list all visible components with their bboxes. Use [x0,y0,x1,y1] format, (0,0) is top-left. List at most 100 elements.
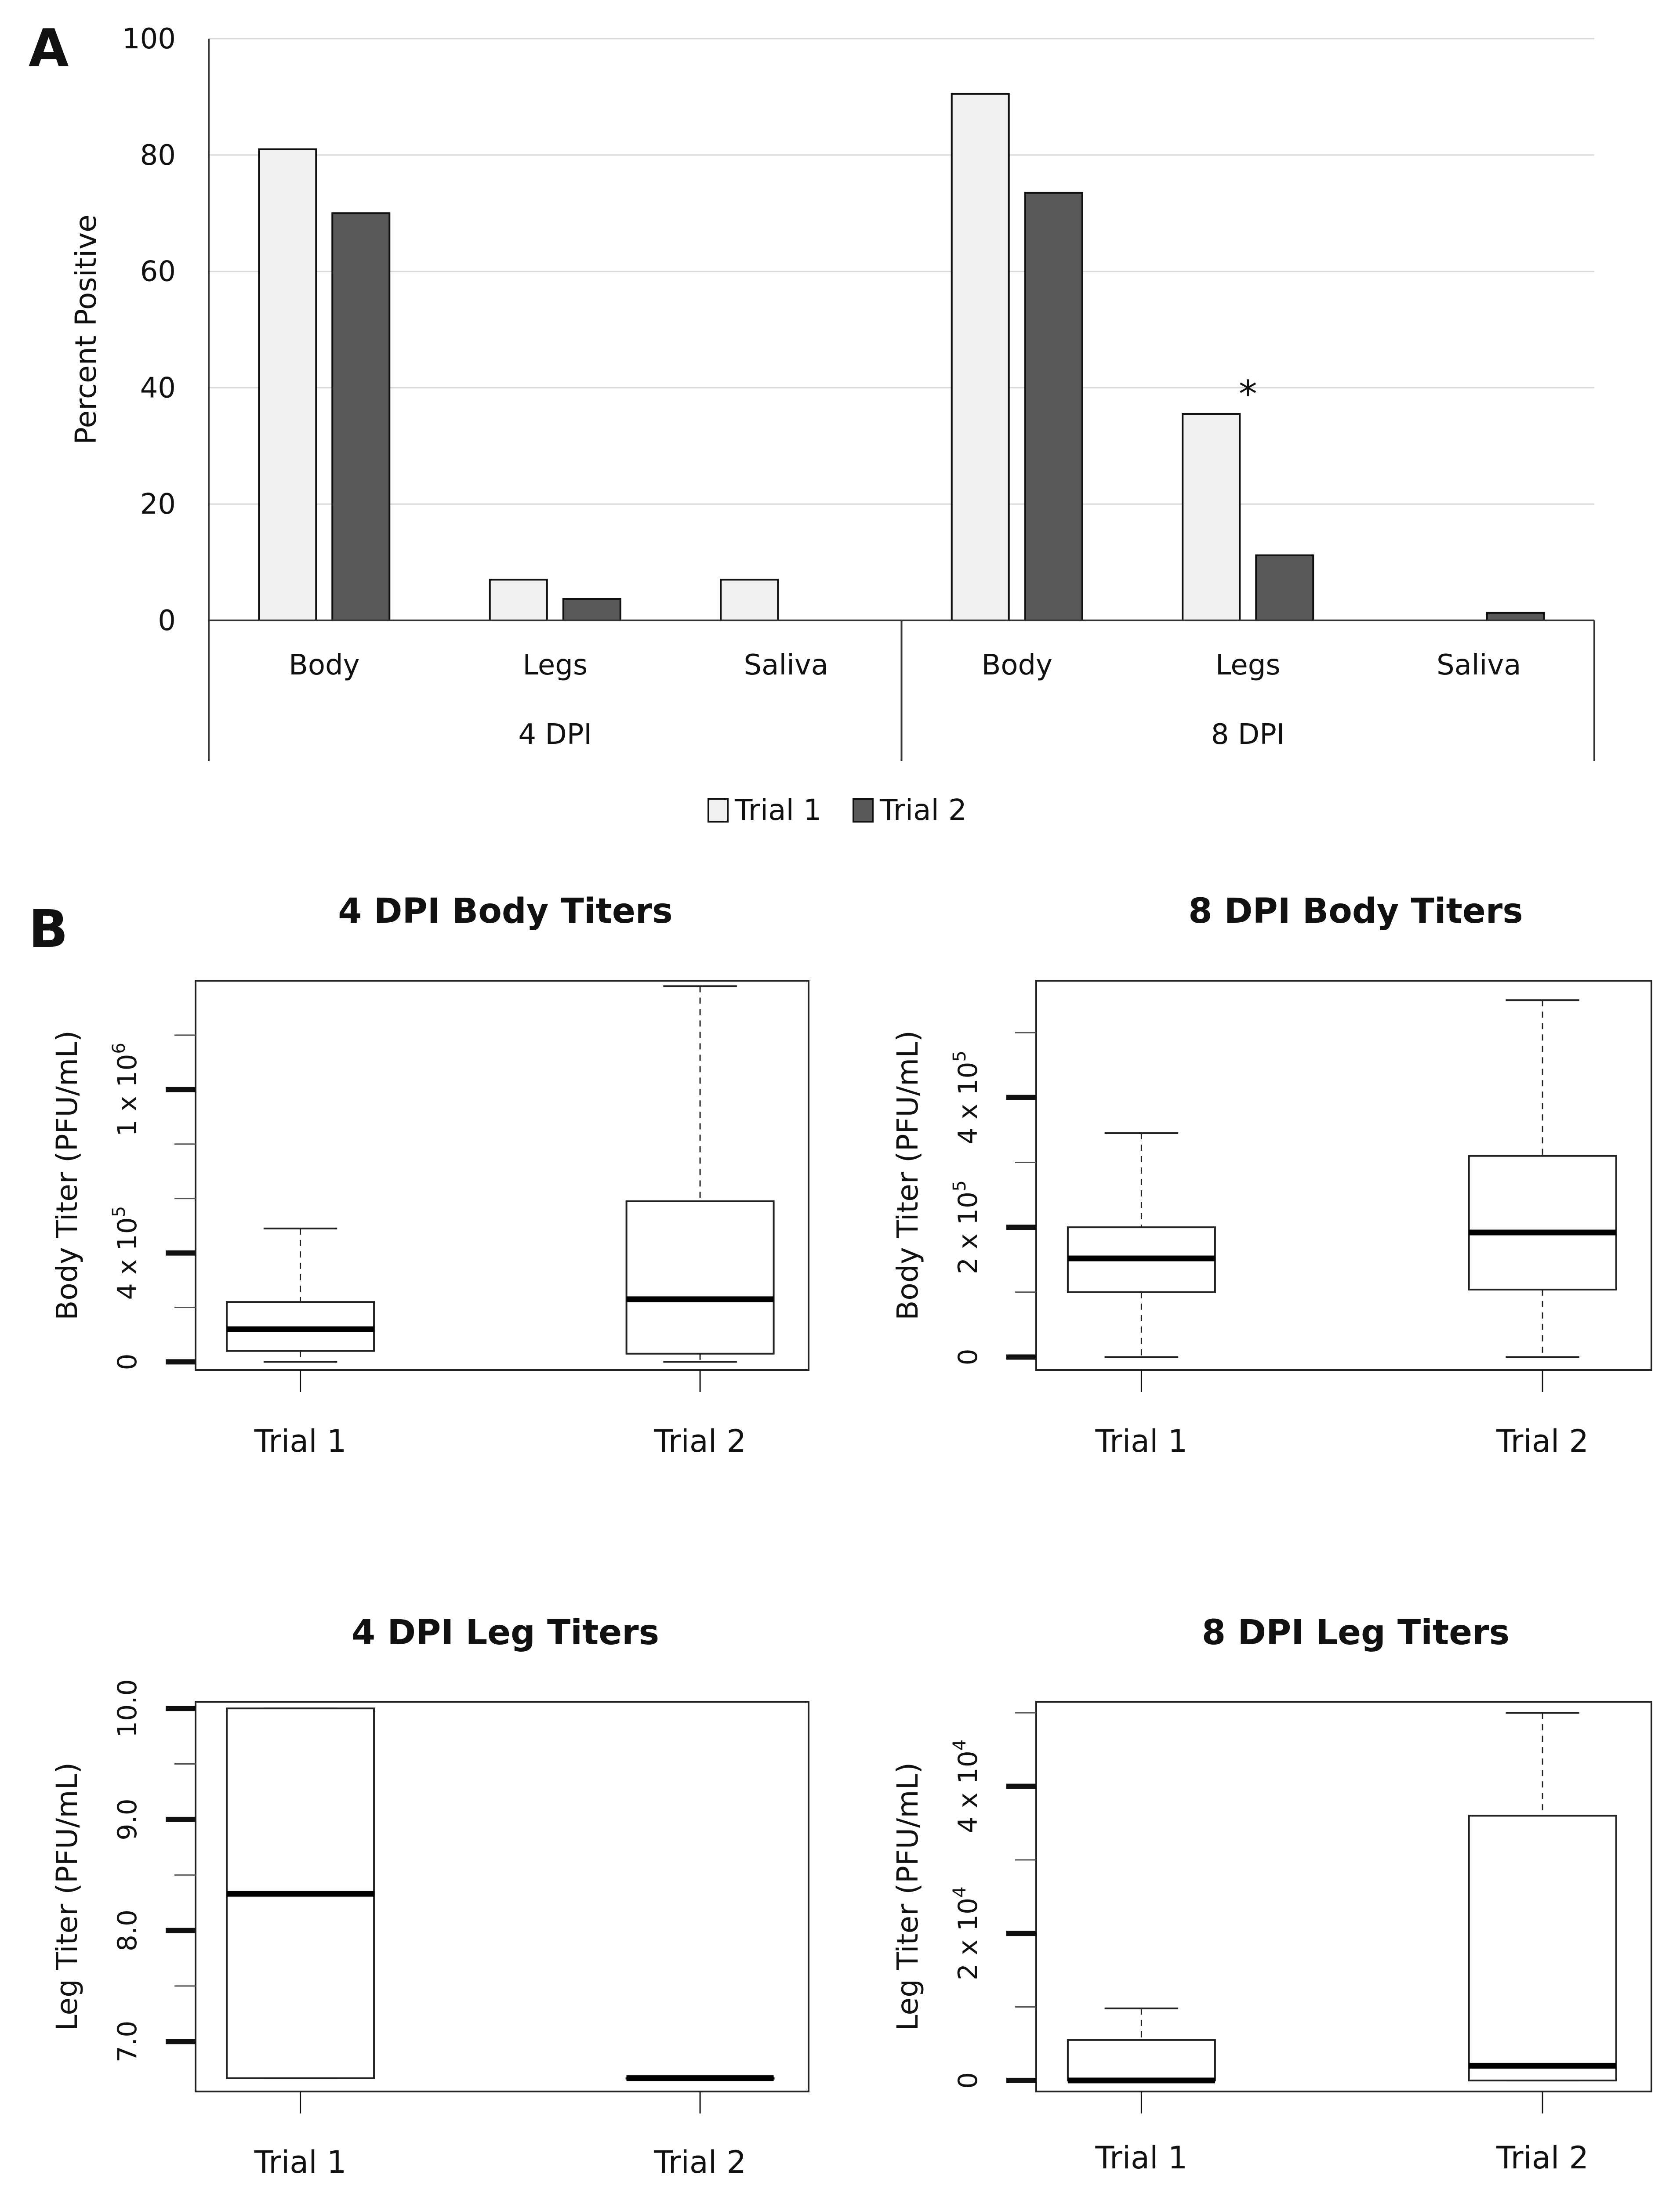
category-label: Saliva [744,649,829,681]
box-trial-1 [226,1227,375,1363]
y-tick-label: 7.0 [112,2021,143,2063]
tick-label-base: 4 x 10 [112,1217,143,1300]
bar-trial-1 [489,579,548,621]
significance-marker: * [1239,373,1257,416]
y-tick-label: 4 x 104 [950,1740,983,1834]
tick-label-base: 2 x 10 [953,1192,983,1274]
bar-trial-1 [258,148,317,621]
panel-a-labels: 0 20 40 60 80 100 Percent Positive Body Legs Sali… [69,23,1521,751]
bar-trial-2 [1024,192,1083,621]
box-trial-2 [625,2075,775,2081]
y-tick-label: 9.0 [112,1798,143,1840]
bar-trial-1 [1182,413,1241,621]
tick-label-exponent: 5 [950,1180,970,1191]
category-label: Legs [1216,649,1281,681]
x-tick-label: Trial 1 [1095,1423,1187,1459]
x-tick-label: Trial 2 [653,1423,746,1459]
tick-label-base: 2 x 10 [953,1898,983,1980]
plot-frame [1035,980,1652,1371]
panel-a-legend: Trial 1 Trial 2 [708,793,967,827]
x-tick-label: Trial 2 [1496,1423,1589,1459]
y-axis-label: Leg Titer (PFU/mL) [50,1762,84,2031]
panel-a: A 0 20 40 60 80 100 Percent Positive Body Legs Sa… [29,18,1595,827]
y-axis-label: Body Titer (PFU/mL) [50,1030,84,1320]
boxplot-leg-4dpi: 4 DPI Leg Titers 7.0 8.0 9.0 10.0 Leg Titer (… [50,1613,809,2180]
tick-label-base: 4 x 10 [953,1751,983,1833]
tick-label-exponent: 4 [950,1740,970,1751]
boxplot-body-4dpi: 4 DPI Body Titers 0 4 x 105 1 x 106 Body Tit… [50,892,809,1459]
box-trial-1 [226,1707,375,2079]
x-tick-label: Trial 2 [653,2144,746,2180]
box-trial-1 [1067,2007,1216,2084]
y-axis-label: Percent Positive [69,214,103,445]
panel-a-bars [258,93,1545,622]
category-label: Legs [523,649,588,681]
y-tick-label: 40 [140,372,176,404]
tick-label-exponent: 4 [950,1886,970,1897]
iqr-box [1067,2039,1216,2081]
tick-label-exponent: 5 [109,1206,129,1217]
legend-label: Trial 1 [734,793,822,827]
y-tick-label: 8.0 [112,1910,143,1951]
category-label: Body [981,649,1052,681]
y-tick-label: 20 [140,488,176,521]
y-axis-label: Leg Titer (PFU/mL) [891,1762,925,2031]
legend-swatch [708,798,729,823]
bar-trial-2 [1486,612,1545,621]
box-trial-2 [1468,1712,1617,2081]
tick-label-exponent: 5 [950,1051,970,1062]
y-tick-label: 4 x 105 [950,1051,983,1145]
plot-title: 4 DPI Body Titers [338,892,672,931]
panel-a-axes [208,39,1595,761]
x-tick-label: Trial 1 [1095,2140,1187,2176]
y-tick-label: 60 [140,256,176,288]
iqr-box [625,1200,775,1355]
bar-trial-1 [951,93,1010,621]
box-trial-2 [1468,999,1617,1358]
plot-title: 4 DPI Leg Titers [352,1613,659,1653]
y-tick-label: 0 [112,1353,143,1370]
panel-b-label: B [29,899,68,959]
group-label: 8 DPI [1211,718,1285,751]
x-tick-label: Trial 2 [1496,2140,1589,2176]
tick-label-exponent: 6 [109,1043,129,1054]
y-tick-label: 1 x 106 [109,1043,143,1137]
panel-a-label: A [29,18,69,78]
panel-a-gridlines [209,38,1594,505]
legend-label: Trial 2 [879,793,967,827]
bar-trial-1 [720,579,779,621]
y-tick-label: 2 x 104 [950,1886,983,1980]
tick-label-base: 1 x 10 [112,1054,143,1136]
plot-frame [195,1701,809,2092]
plot-frame [1035,1701,1652,2092]
bar-trial-2 [331,212,391,621]
y-axis-label: Body Titer (PFU/mL) [891,1030,925,1320]
plot-title: 8 DPI Leg Titers [1202,1613,1509,1653]
legend-swatch [853,798,874,823]
iqr-box [1468,1815,1617,2081]
iqr-box [1468,1155,1617,1290]
y-tick-label: 2 x 105 [950,1180,983,1274]
group-label: 4 DPI [518,718,592,751]
plot-title: 8 DPI Body Titers [1188,892,1523,931]
box-trial-2 [625,985,775,1363]
y-tick-label: 80 [140,139,176,172]
box-trial-1 [1067,1132,1216,1358]
y-tick-label: 0 [158,605,176,637]
y-tick-label: 0 [953,2072,983,2089]
x-tick-label: Trial 1 [254,2144,347,2180]
category-label: Body [289,649,360,681]
y-tick-label: 0 [953,1348,983,1365]
category-label: Saliva [1437,649,1521,681]
bar-trial-2 [562,598,621,621]
plot-frame [195,980,809,1371]
y-tick-label: 10.0 [112,1679,143,1738]
y-tick-label: 4 x 105 [109,1206,143,1300]
tick-label-base: 4 x 10 [953,1062,983,1144]
y-tick-label: 100 [122,23,176,55]
